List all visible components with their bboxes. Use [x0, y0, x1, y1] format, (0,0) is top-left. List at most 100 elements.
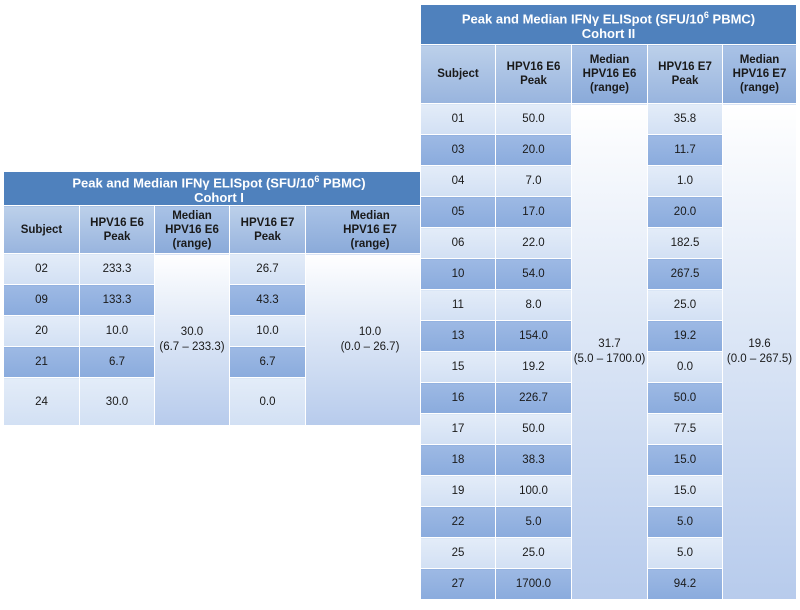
e7-peak-cell: 6.7: [229, 346, 306, 379]
e7-peak-cell: 19.2: [647, 320, 723, 352]
e7-peak-cell: 15.0: [647, 444, 723, 476]
subject-cell: 20: [3, 315, 80, 348]
cohort-2-table: Peak and Median IFNγ ELISpot (SFU/106 PB…: [419, 4, 798, 600]
table-row: 02 233.3 30.0 (6.7 – 233.3) 26.7 10.0 (0.0…: [3, 253, 436, 427]
e6-peak-cell: 100.0: [495, 475, 572, 507]
e6-peak-cell: 50.0: [495, 103, 572, 135]
e7-peak-cell: 77.5: [647, 413, 723, 445]
e6-peak-cell: 226.7: [495, 382, 572, 414]
table-row: 24 30.0 0.0: [3, 377, 435, 427]
table-row: 18 38.3 15.0: [420, 444, 797, 476]
e6-peak-cell: 8.0: [495, 289, 572, 321]
e7-peak-cell: 267.5: [647, 258, 723, 290]
e7-peak-cell: 11.7: [647, 134, 723, 166]
e6-peak-cell: 233.3: [79, 253, 155, 286]
subject-cell: 06: [420, 227, 496, 259]
e6-peak-cell: 1700.0: [495, 568, 572, 600]
e6-peak-cell: 10.0: [79, 315, 155, 348]
table-row: 03 20.0 11.7: [420, 134, 797, 166]
e7-peak-cell: 182.5: [647, 227, 723, 259]
title-superscript: 6: [314, 174, 320, 184]
e6-peak-cell: 19.2: [495, 351, 572, 383]
subject-cell: 11: [420, 289, 496, 321]
e7-peak-cell: 5.0: [647, 506, 723, 538]
title-superscript: 6: [703, 9, 709, 20]
table-row: 20 10.0 10.0: [3, 315, 435, 348]
e6-peak-cell: 22.0: [495, 227, 572, 259]
e6-peak-cell: 50.0: [495, 413, 572, 445]
header-subject: Subject: [3, 205, 80, 255]
header-e7-median: Median HPV16 E7 (range): [304, 205, 436, 255]
e7-peak-cell: 10.0: [229, 315, 306, 348]
subject-cell: 10: [420, 258, 496, 290]
subject-cell: 24: [3, 377, 80, 427]
e7-peak-cell: 15.0: [647, 475, 723, 507]
e6-peak-cell: 7.0: [495, 165, 572, 197]
table-row: 13 154.0 19.2: [420, 320, 797, 352]
e7-peak-cell: 1.0: [647, 165, 723, 197]
header-e6-peak: HPV16 E6 Peak: [495, 44, 572, 104]
subject-cell: 01: [420, 103, 496, 135]
header-e7-peak: HPV16 E7 Peak: [647, 44, 723, 104]
e6-peak-cell: 38.3: [495, 444, 572, 476]
e6-peak-cell: 54.0: [495, 258, 572, 290]
subject-cell: 05: [420, 196, 496, 228]
e6-peak-cell: 25.0: [495, 537, 572, 569]
table-row: 27 1700.0 94.2: [420, 568, 797, 600]
subject-cell: 22: [420, 506, 496, 538]
cohort-2-title: Peak and Median IFNγ ELISpot (SFU/106 PB…: [419, 4, 798, 45]
header-e6-median: Median HPV16 E6 (range): [571, 44, 648, 104]
header-e7-peak: HPV16 E7 Peak: [229, 205, 306, 255]
e7-peak-cell: 43.3: [229, 284, 306, 317]
subject-cell: 18: [420, 444, 496, 476]
table-row: 16 226.7 50.0: [420, 382, 797, 414]
e6-peak-cell: 30.0: [79, 377, 155, 427]
title-text: Peak and Median IFNγ ELISpot (SFU/10: [461, 11, 704, 27]
e7-peak-cell: 0.0: [229, 377, 306, 427]
e6-peak-cell: 6.7: [79, 346, 155, 379]
e7-peak-cell: 25.0: [647, 289, 723, 321]
header-e6-peak: HPV16 E6 Peak: [79, 205, 155, 255]
header-subject: Subject: [420, 44, 496, 104]
table-row: 21 6.7 6.7: [3, 346, 435, 379]
cohort-1-title: Peak and Median IFNγ ELISpot (SFU/106 PB…: [2, 170, 436, 207]
e7-peak-cell: 50.0: [647, 382, 723, 414]
subject-cell: 03: [420, 134, 496, 166]
e6-peak-cell: 133.3: [79, 284, 155, 317]
e6-median-cell: 31.7 (5.0 – 1700.0): [571, 103, 648, 600]
table-row: 06 22.0 182.5: [420, 227, 797, 259]
subject-cell: 15: [420, 351, 496, 383]
e6-peak-cell: 20.0: [495, 134, 572, 166]
title-text-suffix: PBMC): [319, 175, 366, 191]
subject-cell: 04: [420, 165, 496, 197]
table-row: 17 50.0 77.5: [420, 413, 797, 445]
subject-cell: 25: [420, 537, 496, 569]
cohort-label: Cohort I: [194, 190, 244, 206]
e6-peak-cell: 154.0: [495, 320, 572, 352]
e6-peak-cell: 5.0: [495, 506, 572, 538]
e7-peak-cell: 94.2: [647, 568, 723, 600]
cohort-label: Cohort II: [581, 26, 636, 42]
title-text-suffix: PBMC): [708, 11, 756, 27]
subject-cell: 13: [420, 320, 496, 352]
e7-peak-cell: 5.0: [647, 537, 723, 569]
table-row: 19 100.0 15.0: [420, 475, 797, 507]
title-text: Peak and Median IFNγ ELISpot (SFU/10: [72, 175, 315, 191]
e7-peak-cell: 35.8: [647, 103, 723, 135]
header-e6-median: Median HPV16 E6 (range): [154, 205, 230, 255]
header-e7-median: Median HPV16 E7 (range): [721, 44, 798, 104]
e6-median-cell: 30.0 (6.7 – 233.3): [154, 253, 230, 427]
table-row: 09 133.3 43.3: [3, 284, 435, 317]
e7-median-cell: 10.0 (0.0 – 26.7): [304, 253, 436, 427]
e6-peak-cell: 17.0: [495, 196, 572, 228]
subject-cell: 02: [3, 253, 80, 286]
table-row: 11 8.0 25.0: [420, 289, 797, 321]
e7-peak-cell: 20.0: [647, 196, 723, 228]
subject-cell: 16: [420, 382, 496, 414]
e7-peak-cell: 0.0: [647, 351, 723, 383]
subject-cell: 27: [420, 568, 496, 600]
e7-median-cell: 19.6 (0.0 – 267.5): [721, 103, 798, 600]
subject-cell: 21: [3, 346, 80, 379]
subject-cell: 17: [420, 413, 496, 445]
subject-cell: 09: [3, 284, 80, 317]
